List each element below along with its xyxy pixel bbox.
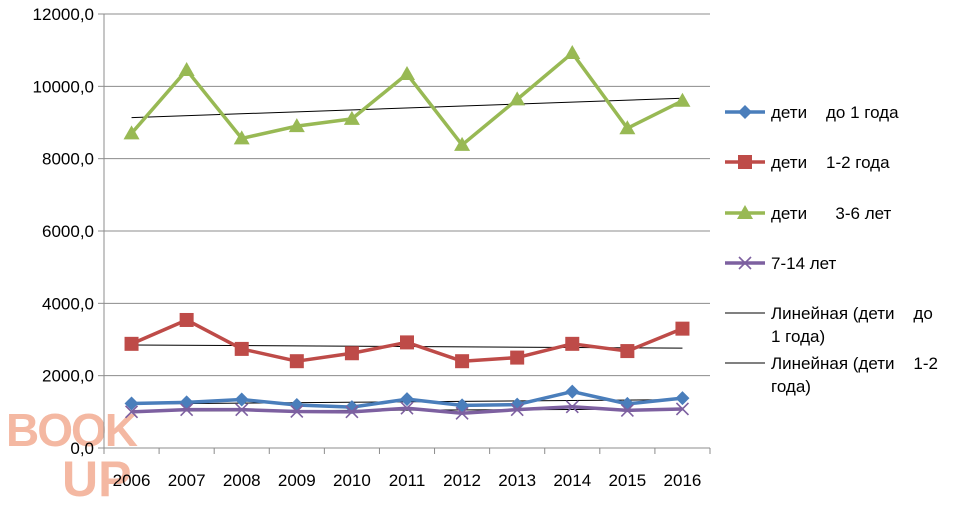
data-point [234,341,249,356]
series [123,45,691,420]
x-tick-label: 2012 [443,471,481,490]
data-point [178,62,195,77]
legend-label: 1 года) [771,327,825,346]
x-tick-label: 2006 [113,471,151,490]
data-point [179,395,194,410]
y-tick-label: 10000,0 [33,77,94,96]
x-tick-label: 2011 [389,471,426,490]
data-point [510,350,525,365]
y-tick-label: 8000,0 [42,150,94,169]
y-tick-label: 4000,0 [42,294,94,313]
legend-item: дети до 1 года [725,103,899,122]
data-point [620,344,635,359]
data-point [343,110,360,125]
data-point [345,405,359,419]
data-point [180,403,194,417]
series-2 [124,312,690,369]
data-point [289,354,304,369]
data-point [400,401,414,415]
legend-swatch-marker [737,205,753,219]
trendlines [131,97,683,412]
data-point [564,45,581,60]
legend-swatch-marker [738,155,752,169]
data-point [675,391,690,406]
data-point [510,403,524,417]
y-tick-label: 12000,0 [33,5,94,24]
legend-item: дети 3-6 лет [725,204,892,223]
data-point [565,400,579,414]
data-point [288,118,305,133]
data-point [124,396,139,411]
legend-item: Линейная (дети 1-2 года) [725,354,938,396]
data-point [123,125,140,140]
legend-label: Линейная (дети до [771,304,933,323]
data-point [233,130,250,145]
data-point [454,136,471,151]
y-tick-label: 0,0 [70,439,94,458]
axes: 0,0 2000,0 4000,0 6000,0 8000,0 10000,0 12000,… [33,5,711,490]
data-point [290,404,304,419]
legend-label: дети до 1 года [771,103,899,122]
trendline [131,97,683,119]
data-point [619,120,636,135]
watermark-text-bottom: UP [62,451,131,500]
y-tick-label: 6000,0 [42,222,94,241]
data-point [674,92,691,107]
data-point [455,406,469,420]
data-point [400,335,414,350]
y-tick-label: 2000,0 [42,367,94,386]
legend-label: Линейная (дети 1-2 [771,354,938,373]
gridlines [104,13,710,377]
legend-swatch-marker [738,105,752,119]
legend-item: дети 1-2 года [725,153,890,172]
legend-item: 7-14 лет [725,254,837,273]
legend-label: года) [771,377,811,396]
x-tick-label: 2016 [664,471,702,490]
series-4 [124,400,690,420]
data-point [675,321,690,336]
series-3 [123,45,691,151]
data-point [565,384,580,399]
x-tick-label: 2010 [333,471,371,490]
x-tick-label: 2013 [498,471,536,490]
legend-label: дети 3-6 лет [771,204,892,223]
legend-label: дети 1-2 года [771,153,890,172]
x-tick-label: 2009 [278,471,316,490]
x-tick-label: 2015 [608,471,646,490]
data-point [455,354,470,369]
data-point [565,336,580,351]
data-point [509,91,526,106]
data-point [399,66,415,81]
x-tick-label: 2008 [223,471,261,490]
data-point [620,403,634,417]
data-point [675,402,690,416]
data-point [124,336,139,351]
x-tick-label: 2007 [168,471,206,490]
legend-item: Линейная (дети до 1 года) [725,304,933,346]
legend: дети до 1 года дети 1-2 года дети 3-6 лет 7… [725,103,938,396]
data-point [344,346,359,361]
data-point [400,392,414,407]
legend-swatch-marker [738,256,752,270]
x-tick-label: 2014 [553,471,591,490]
data-point [234,392,249,407]
data-point [179,312,194,327]
watermark-text-top: BOOK [6,404,138,456]
data-point [124,405,139,419]
data-point [235,403,249,417]
legend-label: 7-14 лет [771,254,837,273]
